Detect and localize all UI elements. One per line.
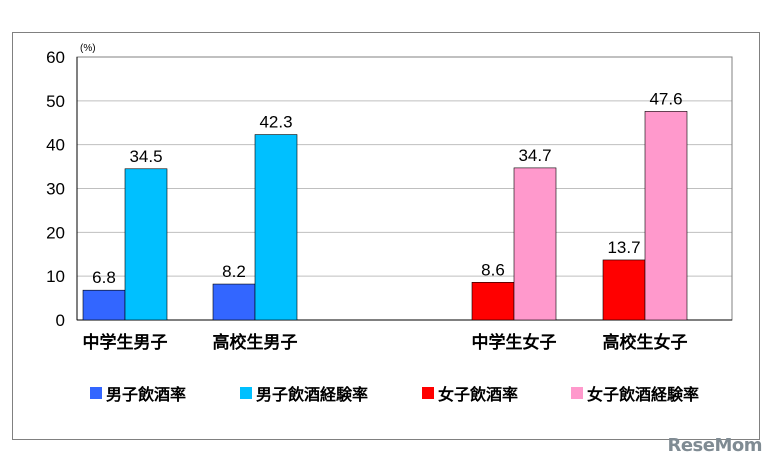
bar bbox=[471, 282, 515, 321]
y-tick-label: 60 bbox=[46, 48, 65, 67]
legend-item-boys-experience: 男子飲酒経験率 bbox=[240, 381, 368, 405]
data-label: 8.2 bbox=[222, 262, 246, 281]
data-label: 42.3 bbox=[259, 113, 292, 132]
legend-swatch bbox=[571, 387, 583, 399]
resemom-logo: ReseMom bbox=[667, 435, 762, 456]
x-category-label: 中学生男子 bbox=[83, 332, 168, 353]
y-tick-label: 40 bbox=[46, 136, 65, 155]
legend-label: 男子飲酒率 bbox=[106, 387, 187, 404]
data-label: 34.5 bbox=[129, 147, 162, 166]
y-unit-label: (%) bbox=[80, 43, 96, 54]
legend-label: 男子飲酒経験率 bbox=[256, 387, 369, 404]
legend-swatch bbox=[90, 387, 102, 399]
bar bbox=[254, 134, 298, 321]
bar bbox=[644, 111, 688, 321]
bar-chart: 0 10 20 30 40 50 60 (%) 6.8 34.5 中学生男子 8.2 42.3 高校生男子… bbox=[46, 43, 733, 353]
chart-frame bbox=[12, 32, 760, 440]
legend-label: 女子飲酒率 bbox=[438, 387, 519, 404]
data-label: 8.6 bbox=[481, 260, 505, 279]
bar bbox=[124, 168, 168, 321]
data-label: 47.6 bbox=[649, 89, 682, 108]
data-label: 34.7 bbox=[518, 146, 551, 165]
y-tick-label: 30 bbox=[46, 180, 65, 199]
legend-item-girls-drinking: 女子飲酒率 bbox=[422, 381, 518, 405]
x-category-label: 高校生男子 bbox=[213, 332, 298, 353]
data-label: 6.8 bbox=[92, 268, 116, 287]
bar bbox=[513, 167, 557, 321]
legend-item-girls-experience: 女子飲酒経験率 bbox=[571, 381, 699, 405]
y-tick-label: 50 bbox=[46, 92, 65, 111]
y-tick-label: 0 bbox=[56, 311, 65, 330]
bar bbox=[212, 283, 256, 321]
y-tick-label: 20 bbox=[46, 223, 65, 242]
bar bbox=[602, 259, 646, 321]
legend-label: 女子飲酒経験率 bbox=[587, 387, 700, 404]
legend-swatch bbox=[240, 387, 252, 399]
bar bbox=[82, 289, 126, 321]
y-tick-label: 10 bbox=[46, 267, 65, 286]
x-category-label: 中学生女子 bbox=[472, 332, 557, 353]
legend-swatch bbox=[422, 387, 434, 399]
data-label: 13.7 bbox=[607, 238, 640, 257]
x-category-label: 高校生女子 bbox=[603, 332, 688, 353]
legend: 男子飲酒率 男子飲酒経験率 女子飲酒率 女子飲酒経験率 bbox=[0, 381, 776, 405]
legend-item-boys-drinking: 男子飲酒率 bbox=[90, 381, 186, 405]
